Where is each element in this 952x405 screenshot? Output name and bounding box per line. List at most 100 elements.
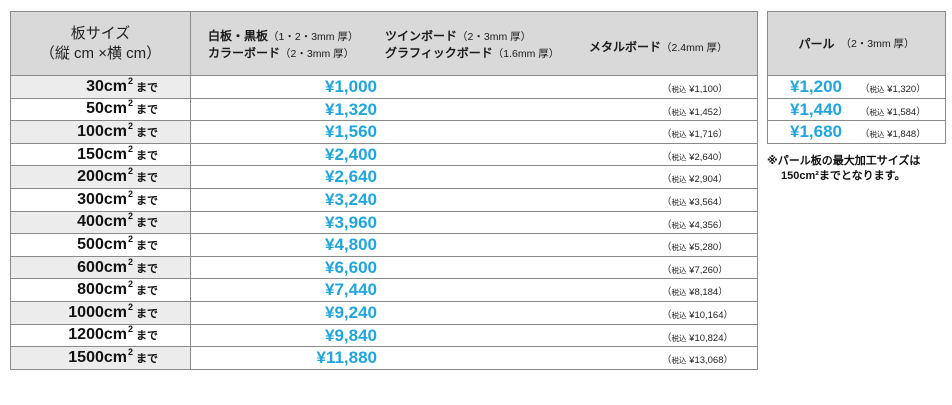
size-cell: 30cm 2 まで xyxy=(11,76,191,98)
price-amount: ¥9,240 xyxy=(325,302,377,322)
size-cell: 400cm 2 まで xyxy=(11,211,191,234)
tax-amount: ¥3,564 xyxy=(689,196,719,208)
size-value: 600cm xyxy=(77,258,127,276)
price-cell: ¥6,600 （税込 ¥7,260） xyxy=(191,256,757,279)
price-cell: ¥3,240 （税込 ¥3,564） xyxy=(191,188,757,211)
price-amount: ¥1,560 xyxy=(325,122,377,142)
price-cell: ¥2,640 （税込 ¥2,904） xyxy=(191,166,757,188)
table-row: 800cm 2 まで ¥7,440 （税込 ¥8,184） xyxy=(10,279,758,302)
tax-label: 税込 xyxy=(671,130,687,140)
size-value: 400cm xyxy=(77,213,127,231)
tax-amount: ¥1,452 xyxy=(689,106,719,118)
material-2-sub2: （1.6mm 厚） xyxy=(492,48,560,60)
size-unit-exponent: 2 xyxy=(127,143,133,154)
price-amount: ¥1,000 xyxy=(325,77,377,96)
tax-label: 税込 xyxy=(671,265,687,275)
material-3-name: メタルボード xyxy=(589,40,662,54)
size-made-label: まで xyxy=(136,172,158,185)
tax-label: 税込 xyxy=(671,288,687,298)
table-row: 400cm 2 まで ¥3,960 （税込 ¥4,356） xyxy=(10,211,758,235)
tax-amount: ¥5,280 xyxy=(689,242,719,254)
tax-label: 税込 xyxy=(671,107,687,117)
tax-label: 税込 xyxy=(671,197,687,207)
tax-amount: ¥1,320 xyxy=(887,84,917,95)
price-amount: ¥6,600 xyxy=(325,257,377,277)
price-tax: （税込 ¥4,356） xyxy=(662,219,728,231)
size-made-label: まで xyxy=(136,307,158,320)
size-made-label: まで xyxy=(136,104,158,117)
table-row: 1500cm 2 まで ¥11,880 （税込 ¥13,068） xyxy=(10,347,758,370)
table-row: 100cm 2 まで ¥1,560 （税込 ¥1,716） xyxy=(10,121,758,144)
price-cell: ¥1,320 （税込 ¥1,452） xyxy=(191,98,757,121)
size-cell: 150cm 2 まで xyxy=(11,144,191,166)
material-1-sub2: （2・3mm 厚） xyxy=(280,48,355,60)
tax-amount: ¥8,184 xyxy=(689,287,719,299)
size-unit-exponent: 2 xyxy=(127,324,133,335)
size-column-header: 板サイズ （縦 cm ×横 cm） xyxy=(11,12,191,75)
table-row: 300cm 2 まで ¥3,240 （税込 ¥3,564） xyxy=(10,189,758,212)
material-3-sub: （2.4mm 厚） xyxy=(661,42,728,54)
price-cell: ¥7,440 （税込 ¥8,184） xyxy=(191,279,757,301)
size-made-label: まで xyxy=(136,194,158,207)
size-made-label: まで xyxy=(136,285,158,298)
pearl-note-line1: ※パール板の最大加工サイズは xyxy=(767,154,921,167)
tax-amount: ¥1,848 xyxy=(887,129,917,141)
price-table: 板サイズ （縦 cm ×横 cm） 白板・黒板（1・2・3mm 厚） カラーボー… xyxy=(10,11,758,370)
price-tax: （税込 ¥1,452） xyxy=(662,106,728,118)
size-value: 500cm xyxy=(77,235,127,253)
price-tax: （税込 ¥8,184） xyxy=(662,287,728,299)
price-amount: ¥2,400 xyxy=(325,144,377,164)
size-header-line2: （縦 cm ×横 cm） xyxy=(39,44,162,62)
pearl-row: ¥1,680 （税込 ¥1,848） xyxy=(767,121,946,144)
size-value: 1000cm xyxy=(68,303,127,321)
size-header-line1: 板サイズ xyxy=(70,24,131,42)
tax-label: 税込 xyxy=(869,85,885,94)
size-unit-exponent: 2 xyxy=(127,188,133,199)
price-tax: （税込 ¥13,068） xyxy=(662,355,734,367)
pearl-note: ※パール板の最大加工サイズは 150cm²までとなります。 xyxy=(767,154,946,184)
size-cell: 300cm 2 まで xyxy=(11,189,191,211)
pearl-price-tax: （税込 ¥1,848） xyxy=(860,129,926,141)
tax-label: 税込 xyxy=(869,107,885,117)
size-value: 300cm xyxy=(77,190,127,208)
pearl-price-tax: （税込 ¥1,320） xyxy=(860,84,926,95)
tax-amount: ¥4,356 xyxy=(689,219,719,231)
size-made-label: まで xyxy=(136,217,158,230)
price-cell: ¥1,000 （税込 ¥1,100） xyxy=(191,76,757,98)
size-made-label: まで xyxy=(136,330,158,343)
size-unit-exponent: 2 xyxy=(127,279,133,290)
price-tax: （税込 ¥5,280） xyxy=(662,242,728,254)
tax-amount: ¥1,716 xyxy=(689,129,719,141)
size-cell: 100cm 2 まで xyxy=(11,121,191,143)
size-unit-exponent: 2 xyxy=(127,346,133,357)
pearl-body: ¥1,200 （税込 ¥1,320） ¥1,440 （税込 ¥1,584） ¥1,680… xyxy=(767,76,946,144)
table-row: 1000cm 2 まで ¥9,240 （税込 ¥10,164） xyxy=(10,302,758,325)
size-unit-exponent: 2 xyxy=(127,233,133,244)
price-tax: （税込 ¥2,640） xyxy=(662,151,728,163)
tax-label: 税込 xyxy=(671,220,687,230)
price-tax: （税込 ¥1,716） xyxy=(662,129,728,141)
tax-label: 税込 xyxy=(671,243,687,253)
price-cell: ¥9,840 （税込 ¥10,824） xyxy=(191,324,757,347)
size-made-label: まで xyxy=(136,81,158,94)
pearl-header: パール （2・3mm 厚） xyxy=(767,11,946,76)
pearl-price-amount: ¥1,680 xyxy=(790,122,842,142)
material-header-2: ツインボード（2・3mm 厚） グラフィックボード（1.6mm 厚） xyxy=(385,28,559,62)
size-made-label: まで xyxy=(136,239,158,252)
tax-label: 税込 xyxy=(671,152,687,162)
price-amount: ¥1,320 xyxy=(325,99,377,119)
price-cell: ¥1,560 （税込 ¥1,716） xyxy=(191,121,757,143)
pearl-price-amount: ¥1,440 xyxy=(790,99,842,119)
price-amount: ¥7,440 xyxy=(325,280,377,300)
size-made-label: まで xyxy=(136,352,158,365)
price-amount: ¥4,800 xyxy=(325,235,377,255)
table-header: 板サイズ （縦 cm ×横 cm） 白板・黒板（1・2・3mm 厚） カラーボー… xyxy=(10,11,758,76)
price-cell: ¥4,800 （税込 ¥5,280） xyxy=(191,234,757,256)
tax-label: 税込 xyxy=(671,85,687,94)
price-tax: （税込 ¥10,824） xyxy=(662,332,734,344)
size-value: 150cm xyxy=(77,145,127,163)
size-value: 800cm xyxy=(77,281,127,299)
size-unit-exponent: 2 xyxy=(127,301,133,312)
price-cell: ¥3,960 （税込 ¥4,356） xyxy=(191,211,757,234)
material-1-sub: （1・2・3mm 厚） xyxy=(268,31,359,43)
